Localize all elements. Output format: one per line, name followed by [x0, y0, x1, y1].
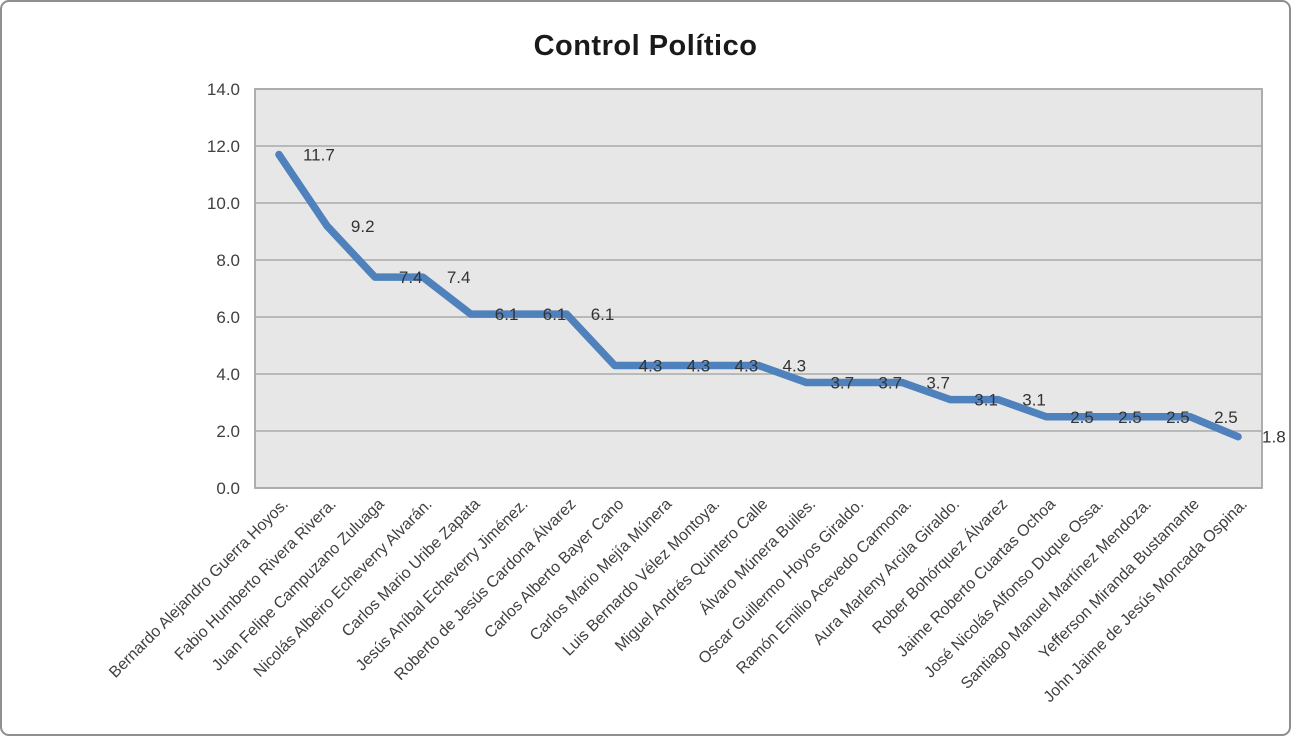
y-axis-tick-label: 14.0	[207, 80, 240, 99]
y-axis-tick-label: 2.0	[216, 422, 240, 441]
data-point-label: 7.4	[399, 268, 423, 287]
x-axis-category-label: Nicolás Albeiro Echeverry Alvarán.	[251, 496, 436, 681]
data-point-label: 3.7	[830, 374, 854, 393]
y-axis-tick-label: 12.0	[207, 137, 240, 156]
data-point-label: 3.7	[878, 374, 902, 393]
data-point-label: 4.3	[639, 356, 663, 375]
data-point-label: 4.3	[687, 356, 711, 375]
chart-title: Control Político	[533, 30, 758, 62]
y-axis-tick-label: 6.0	[216, 308, 240, 327]
x-axis-category-label: Ramón Emilio Acevedo Carmona.	[733, 496, 915, 678]
y-axis-tick-label: 8.0	[216, 251, 240, 270]
data-point-label: 3.1	[1022, 391, 1046, 410]
x-axis-category-label: José Nicolás Alfonso Duque Ossa.	[921, 496, 1107, 682]
data-point-label: 3.1	[974, 391, 998, 410]
data-point-label: 6.1	[591, 305, 615, 324]
x-axis-category-label: Bernardo Alejandro Guerra Hoyos.	[106, 496, 292, 682]
data-point-label: 1.8	[1262, 428, 1286, 447]
data-point-label: 9.2	[351, 217, 375, 236]
data-point-label: 3.7	[926, 374, 950, 393]
y-axis-tick-label: 4.0	[216, 365, 240, 384]
plot-border	[254, 88, 1263, 489]
data-point-label: 2.5	[1118, 408, 1142, 427]
data-point-label: 6.1	[495, 305, 519, 324]
data-point-label: 7.4	[447, 268, 471, 287]
data-point-label: 6.1	[543, 305, 567, 324]
x-axis-category-label: Jesús Aníbal Echeverry Jiménez.	[353, 496, 532, 675]
data-point-label: 2.5	[1070, 408, 1094, 427]
data-point-label: 4.3	[783, 356, 807, 375]
data-point-label: 2.5	[1214, 408, 1238, 427]
x-axis-category-label: Juan Felipe Campuzano Zuluaga	[209, 496, 388, 675]
data-point-label: 4.3	[735, 356, 759, 375]
data-point-label: 11.7	[303, 146, 335, 165]
plot-area	[255, 89, 1262, 488]
data-point-label: 2.5	[1166, 408, 1190, 427]
data-series-line	[275, 150, 1242, 441]
y-axis-tick-label: 0.0	[216, 479, 240, 498]
y-axis-tick-label: 10.0	[207, 194, 240, 213]
